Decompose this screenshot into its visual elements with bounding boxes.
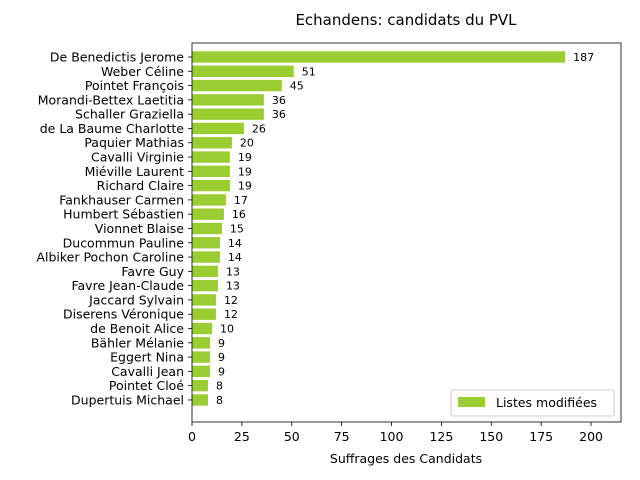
value-label: 17: [234, 194, 248, 207]
value-label: 19: [238, 151, 252, 164]
bar: [192, 251, 220, 263]
category-label: Cavalli Virginie: [91, 150, 184, 165]
category-label: Humbert Sébastien: [63, 207, 184, 222]
value-label: 15: [230, 222, 244, 235]
bar: [192, 79, 282, 92]
x-tick-label: 75: [334, 429, 350, 444]
value-label: 51: [302, 65, 316, 78]
category-label: Miéville Laurent: [85, 164, 184, 179]
category-label: Favre Jean-Claude: [71, 278, 184, 293]
category-label: Weber Céline: [101, 64, 184, 79]
x-tick-label: 125: [429, 429, 453, 444]
legend: Listes modifiées: [450, 389, 615, 417]
category-label: Dupertuis Michael: [71, 392, 184, 407]
value-label: 20: [240, 137, 254, 150]
bar: [192, 94, 264, 106]
value-label: 45: [290, 80, 304, 93]
x-axis-label: Suffrages des Candidats: [330, 451, 482, 466]
plot-frame: [191, 42, 622, 423]
legend-box: [450, 389, 615, 417]
value-label: 14: [228, 237, 242, 250]
category-label: Cavalli Jean: [111, 364, 184, 379]
bar: [192, 51, 566, 63]
value-label: 13: [226, 265, 240, 278]
legend-swatch: [458, 397, 485, 407]
value-label: 36: [272, 108, 286, 121]
bar: [192, 151, 230, 163]
category-label: Eggert Nina: [110, 350, 184, 365]
bars-group: [192, 51, 566, 406]
bar: [192, 394, 208, 406]
bar: [192, 179, 230, 192]
legend-label: Listes modifiées: [496, 395, 597, 410]
bar: [192, 237, 220, 249]
x-tick-label: 100: [380, 429, 404, 444]
bar: [192, 194, 226, 206]
bar: [192, 265, 218, 278]
bar: [192, 294, 216, 306]
value-label: 12: [224, 308, 238, 321]
x-tick-label: 200: [579, 429, 603, 444]
bar: [192, 337, 210, 349]
value-label: 9: [218, 365, 225, 378]
value-label: 8: [216, 380, 223, 393]
category-label: Bähler Mélanie: [91, 335, 184, 350]
value-label: 12: [224, 294, 238, 307]
category-label: Favre Guy: [121, 264, 184, 279]
x-axis-ticks: 0 25 50 75 100 125 150 175 200: [188, 422, 603, 444]
category-label: Pointet Cloé: [109, 378, 184, 393]
x-tick-label: 0: [188, 429, 196, 444]
value-label: 187: [573, 51, 594, 64]
value-label: 36: [272, 94, 286, 107]
value-label: 9: [218, 351, 225, 364]
x-tick-label: 150: [479, 429, 503, 444]
value-label: 26: [252, 122, 266, 135]
category-label: Jaccard Sylvain: [88, 292, 184, 307]
bar: [192, 279, 218, 292]
chart-title: Echandens: candidats du PVL: [295, 11, 517, 29]
bar: [192, 365, 210, 378]
category-label: Albiker Pochon Caroline: [36, 250, 184, 265]
value-label: 13: [226, 280, 240, 293]
bar: [192, 137, 232, 149]
x-tick-label: 25: [234, 429, 250, 444]
category-label: De Benedictis Jerome: [50, 50, 184, 65]
bar: [192, 108, 264, 120]
category-label: Diserens Véronique: [63, 307, 184, 322]
category-label: Morandi-Bettex Laetitia: [38, 92, 184, 107]
value-label: 10: [220, 323, 234, 336]
value-label: 8: [216, 394, 223, 407]
bar: [192, 165, 230, 178]
value-label: 19: [238, 180, 252, 193]
category-label: Schaller Graziella: [75, 107, 184, 122]
category-label: de Benoit Alice: [90, 321, 184, 336]
value-label: 16: [232, 208, 246, 221]
category-label: Richard Claire: [97, 178, 185, 193]
bar: [192, 65, 294, 77]
category-label: Paquier Mathias: [84, 135, 184, 150]
category-label: de La Baume Charlotte: [40, 121, 185, 136]
category-label: Pointet François: [85, 78, 184, 93]
bar: [192, 308, 216, 320]
value-label: 19: [238, 165, 252, 178]
value-label: 14: [228, 251, 242, 264]
value-labels: 1875145363626201919191716151414131312121…: [216, 51, 594, 407]
category-label: Ducommun Pauline: [63, 235, 185, 250]
bar: [192, 351, 210, 363]
x-tick-label: 175: [529, 429, 553, 444]
bar: [192, 122, 244, 135]
bar: [192, 379, 208, 392]
bar: [192, 222, 222, 235]
x-tick-label: 50: [284, 429, 300, 444]
bar: [192, 208, 224, 220]
axes-frame: [191, 42, 622, 423]
bar: [192, 322, 212, 335]
category-label: Vionnet Blaise: [95, 221, 185, 236]
value-label: 9: [218, 337, 225, 350]
category-label: Fankhauser Carmen: [59, 192, 184, 207]
